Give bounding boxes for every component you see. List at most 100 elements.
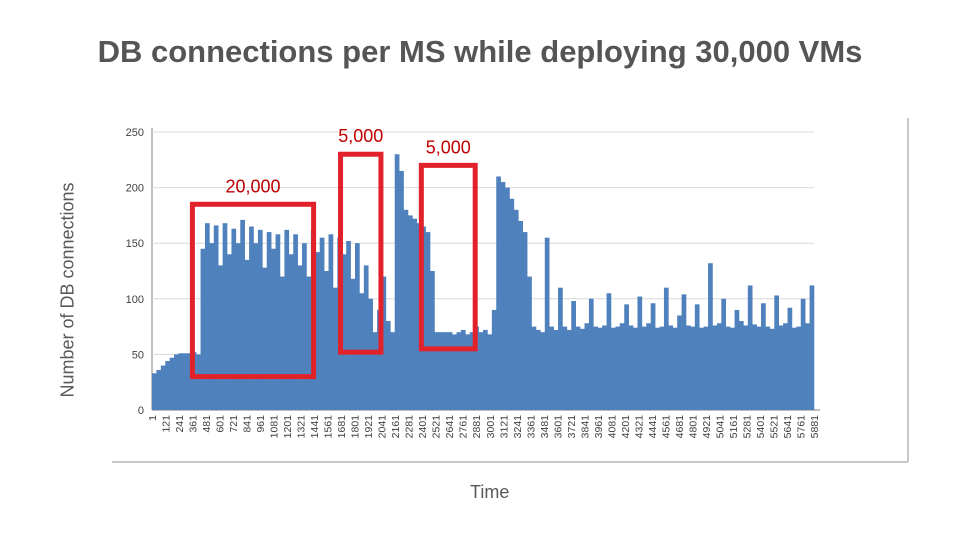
bar xyxy=(655,327,660,410)
bar xyxy=(496,176,501,410)
bar xyxy=(262,267,268,410)
x-tick-label: 1561 xyxy=(323,415,335,439)
x-tick-label: 3241 xyxy=(512,415,524,439)
bar xyxy=(341,254,347,410)
bar xyxy=(328,234,334,410)
x-tick-label: 3601 xyxy=(552,415,564,439)
page-title: DB connections per MS while deploying 30… xyxy=(97,34,863,69)
bar xyxy=(549,326,554,410)
bar xyxy=(443,332,448,410)
x-tick-label: 1801 xyxy=(350,415,362,439)
x-tick-label: 5041 xyxy=(714,415,726,439)
bar xyxy=(725,326,731,410)
bar xyxy=(597,327,603,410)
bar xyxy=(306,276,312,410)
bar xyxy=(399,170,404,410)
bar xyxy=(558,287,563,410)
bar xyxy=(663,287,669,410)
bar xyxy=(324,271,329,410)
x-tick-label: 2641 xyxy=(444,415,456,439)
bar xyxy=(218,265,223,410)
y-tick-label: 100 xyxy=(126,294,144,306)
bar xyxy=(730,327,735,410)
bar xyxy=(253,243,259,410)
bar xyxy=(593,326,599,410)
bar xyxy=(235,243,241,410)
bar xyxy=(800,298,806,410)
x-tick-label: 601 xyxy=(215,415,227,433)
y-tick-label: 150 xyxy=(126,238,144,250)
bar xyxy=(646,323,651,410)
bar xyxy=(407,215,413,410)
bar xyxy=(752,324,757,410)
bar xyxy=(160,365,166,410)
bar xyxy=(610,327,616,410)
bar xyxy=(721,298,727,410)
bar xyxy=(249,226,254,410)
bar xyxy=(602,325,607,410)
bar xyxy=(743,325,749,410)
bar xyxy=(505,187,510,410)
x-tick-label: 121 xyxy=(161,415,173,433)
x-tick-label: 3361 xyxy=(525,415,537,439)
x-tick-label: 4801 xyxy=(687,415,699,439)
highlight-label: 5,000 xyxy=(426,137,471,157)
x-tick-label: 721 xyxy=(228,415,240,433)
x-tick-label: 5521 xyxy=(769,415,781,439)
x-tick-label: 5161 xyxy=(728,415,740,439)
x-tick-label: 4441 xyxy=(647,415,659,439)
bar xyxy=(491,309,497,410)
bar xyxy=(452,334,457,410)
bar xyxy=(302,243,307,410)
y-axis-title: Number of DB connections xyxy=(57,182,78,398)
bar xyxy=(469,332,475,410)
bar xyxy=(747,285,753,410)
bar xyxy=(518,220,524,410)
bar xyxy=(315,252,320,410)
bar xyxy=(540,332,546,410)
bar xyxy=(403,209,409,410)
bar xyxy=(346,240,351,410)
bar xyxy=(447,332,453,410)
bar xyxy=(513,209,519,410)
bar xyxy=(606,293,612,410)
bar xyxy=(394,154,400,410)
x-tick-label: 2041 xyxy=(377,415,389,439)
x-axis-title: Time xyxy=(470,482,510,502)
bar xyxy=(659,326,665,410)
bar xyxy=(275,234,281,410)
x-tick-label: 4321 xyxy=(633,415,645,439)
x-tick-label: 4201 xyxy=(620,415,632,439)
bar xyxy=(152,373,157,410)
x-tick-label: 2761 xyxy=(458,415,470,439)
bar xyxy=(165,361,170,410)
bar xyxy=(222,223,228,410)
bar xyxy=(500,182,506,410)
bar xyxy=(377,309,382,410)
bar xyxy=(584,323,590,410)
x-tick-label: 1201 xyxy=(282,415,294,439)
bar xyxy=(734,309,740,410)
bar xyxy=(628,325,634,410)
bar xyxy=(474,326,479,410)
x-tick-label: 2161 xyxy=(390,415,402,439)
bar xyxy=(156,369,162,410)
bar xyxy=(293,234,298,410)
bar xyxy=(355,243,360,410)
bar xyxy=(430,271,435,410)
bar xyxy=(390,332,396,410)
bar xyxy=(227,254,232,410)
bar xyxy=(487,334,493,410)
bar xyxy=(363,265,369,410)
bar xyxy=(615,326,621,410)
x-tick-label: 3121 xyxy=(498,415,510,439)
bar xyxy=(182,353,188,410)
bar xyxy=(527,276,532,410)
bar xyxy=(456,332,462,410)
bar xyxy=(483,329,488,410)
bar xyxy=(297,265,303,410)
x-tick-label: 4081 xyxy=(606,415,618,439)
bar xyxy=(699,327,704,410)
bar xyxy=(575,326,581,410)
x-tick-label: 5761 xyxy=(796,415,808,439)
